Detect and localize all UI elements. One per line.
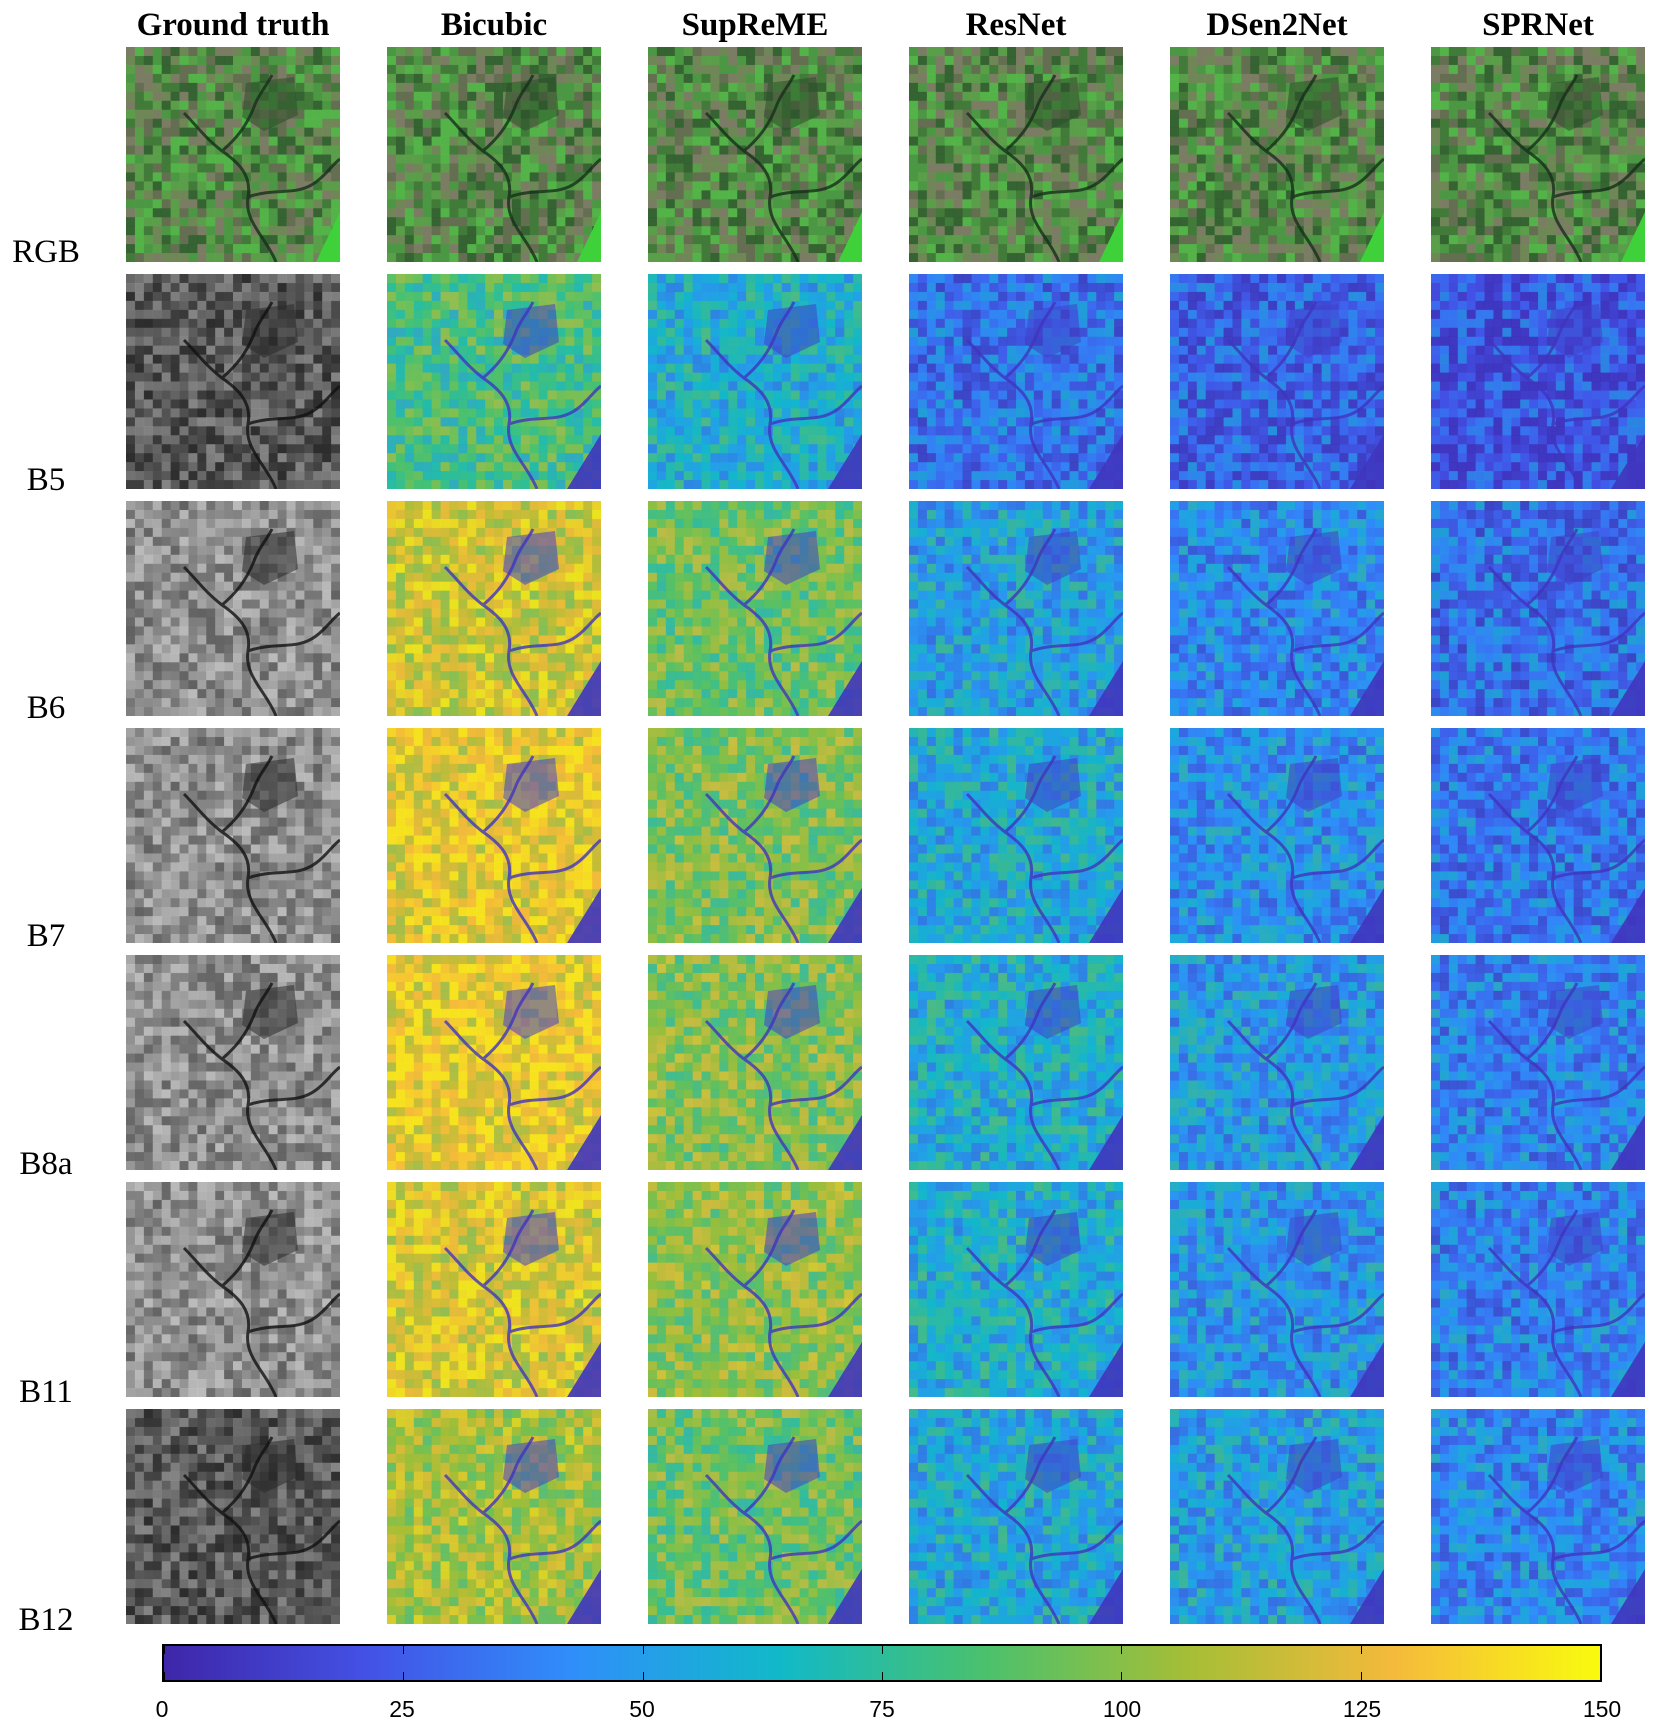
tile-bicubic-b11 bbox=[387, 1182, 601, 1397]
colorbar-tick-mark bbox=[164, 1672, 165, 1680]
tile-sprnet-b11 bbox=[1431, 1182, 1645, 1397]
tile-supreme-b7 bbox=[648, 728, 862, 943]
column-header-supreme: SupReME bbox=[648, 2, 862, 48]
tile-resnet-b8a bbox=[909, 955, 1123, 1170]
tile-ground-truth-b6 bbox=[126, 501, 340, 716]
tile-supreme-rgb bbox=[648, 47, 862, 262]
row-label-b12: B12 bbox=[0, 1600, 92, 1640]
colorbar bbox=[162, 1644, 1602, 1682]
tile-ground-truth-b5 bbox=[126, 274, 340, 489]
tile-ground-truth-b12 bbox=[126, 1409, 340, 1624]
tile-supreme-b6 bbox=[648, 501, 862, 716]
tile-ground-truth-b11 bbox=[126, 1182, 340, 1397]
tile-supreme-b5 bbox=[648, 274, 862, 489]
tile-bicubic-rgb bbox=[387, 47, 601, 262]
tile-bicubic-b5 bbox=[387, 274, 601, 489]
tile-bicubic-b8a bbox=[387, 955, 601, 1170]
tile-resnet-b7 bbox=[909, 728, 1123, 943]
tile-sprnet-b5 bbox=[1431, 274, 1645, 489]
colorbar-tick-label: 50 bbox=[602, 1696, 682, 1723]
column-header-dsen2net: DSen2Net bbox=[1170, 2, 1384, 48]
column-header-bicubic: Bicubic bbox=[387, 2, 601, 48]
colorbar-tick-mark bbox=[164, 1646, 165, 1654]
tile-bicubic-b6 bbox=[387, 501, 601, 716]
colorbar-tick-label: 100 bbox=[1082, 1696, 1162, 1723]
tile-resnet-rgb bbox=[909, 47, 1123, 262]
tile-resnet-b11 bbox=[909, 1182, 1123, 1397]
row-label-b11: B11 bbox=[0, 1372, 92, 1412]
tile-sprnet-b7 bbox=[1431, 728, 1645, 943]
tile-resnet-b5 bbox=[909, 274, 1123, 489]
colorbar-tick-mark bbox=[882, 1646, 883, 1654]
colorbar-tick-mark bbox=[1600, 1646, 1601, 1654]
colorbar-tick-mark bbox=[403, 1672, 405, 1680]
tile-resnet-b6 bbox=[909, 501, 1123, 716]
row-label-rgb: RGB bbox=[0, 232, 92, 272]
colorbar-tick-label: 25 bbox=[362, 1696, 442, 1723]
row-label-b7: B7 bbox=[0, 916, 92, 956]
row-label-b8a: B8a bbox=[0, 1144, 92, 1184]
tile-sprnet-b6 bbox=[1431, 501, 1645, 716]
colorbar-tick-mark bbox=[642, 1672, 644, 1680]
colorbar-tick-mark bbox=[1121, 1672, 1123, 1680]
colorbar-tick-mark bbox=[1360, 1646, 1362, 1654]
tile-dsen2net-b12 bbox=[1170, 1409, 1384, 1624]
colorbar-tick-mark bbox=[1600, 1672, 1601, 1680]
column-header-sprnet: SPRNet bbox=[1431, 2, 1645, 48]
tile-bicubic-b12 bbox=[387, 1409, 601, 1624]
colorbar-tick-label: 0 bbox=[122, 1696, 202, 1723]
colorbar-tick-label: 125 bbox=[1322, 1696, 1402, 1723]
tile-dsen2net-b8a bbox=[1170, 955, 1384, 1170]
colorbar-tick-mark bbox=[882, 1672, 883, 1680]
colorbar-tick-mark bbox=[1360, 1672, 1362, 1680]
tile-supreme-b11 bbox=[648, 1182, 862, 1397]
tile-resnet-b12 bbox=[909, 1409, 1123, 1624]
tile-supreme-b12 bbox=[648, 1409, 862, 1624]
tile-dsen2net-b7 bbox=[1170, 728, 1384, 943]
row-label-b5: B5 bbox=[0, 460, 92, 500]
tile-dsen2net-rgb bbox=[1170, 47, 1384, 262]
tile-dsen2net-b5 bbox=[1170, 274, 1384, 489]
tile-ground-truth-b8a bbox=[126, 955, 340, 1170]
tile-sprnet-b8a bbox=[1431, 955, 1645, 1170]
colorbar-tick-mark bbox=[1121, 1646, 1123, 1654]
colorbar-tick-mark bbox=[642, 1646, 644, 1654]
tile-ground-truth-b7 bbox=[126, 728, 340, 943]
tile-ground-truth-rgb bbox=[126, 47, 340, 262]
row-label-b6: B6 bbox=[0, 688, 92, 728]
colorbar-tick-label: 150 bbox=[1562, 1696, 1642, 1723]
colorbar-tick-mark bbox=[403, 1646, 405, 1654]
colorbar-tick-label: 75 bbox=[842, 1696, 922, 1723]
column-header-resnet: ResNet bbox=[909, 2, 1123, 48]
column-header-ground-truth: Ground truth bbox=[126, 2, 340, 48]
tile-supreme-b8a bbox=[648, 955, 862, 1170]
tile-dsen2net-b11 bbox=[1170, 1182, 1384, 1397]
tile-bicubic-b7 bbox=[387, 728, 601, 943]
tile-sprnet-rgb bbox=[1431, 47, 1645, 262]
tile-sprnet-b12 bbox=[1431, 1409, 1645, 1624]
tile-dsen2net-b6 bbox=[1170, 501, 1384, 716]
